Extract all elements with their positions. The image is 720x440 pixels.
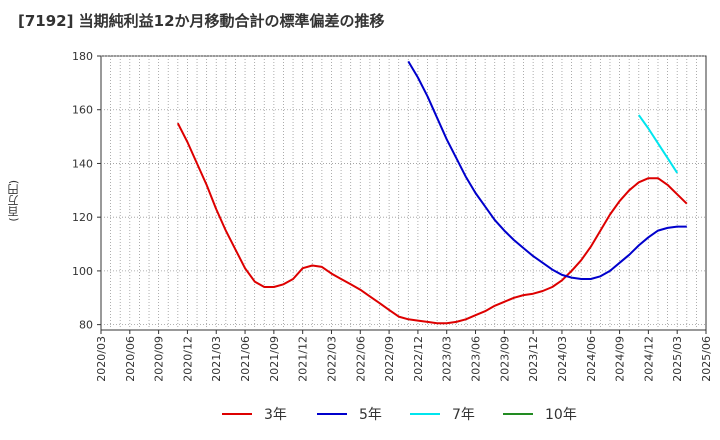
y-tick-label: 180 [72, 50, 93, 63]
legend-label: 7年 [452, 407, 475, 423]
x-tick-label: 2025/06 [700, 336, 713, 382]
series-line-3 [637, 114, 679, 174]
x-tick-label: 2023/09 [498, 336, 511, 382]
x-tick-label: 2021/09 [268, 336, 281, 382]
x-tick-label: 2022/12 [412, 336, 425, 382]
x-tick-label: 2020/12 [181, 336, 194, 382]
x-tick-label: 2021/03 [210, 336, 223, 382]
legend-label: 5年 [359, 407, 382, 423]
y-tick-label: 80 [79, 319, 93, 332]
x-tick-label: 2024/03 [556, 336, 569, 382]
x-tick-label: 2024/06 [585, 336, 598, 382]
x-tick-label: 2022/06 [354, 336, 367, 382]
x-tick-label: 2022/09 [383, 336, 396, 382]
x-tick-label: 2024/09 [614, 336, 627, 382]
x-tick-label: 2023/12 [527, 336, 540, 382]
plot-area [100, 55, 707, 331]
series-line-2 [407, 60, 687, 280]
series-line-1 [176, 122, 688, 325]
chart-title: [7192] 当期純利益12か月移動合計の標準偏差の推移 [18, 12, 385, 30]
y-tick-label: 100 [72, 265, 93, 278]
x-tick-label: 2024/12 [642, 336, 655, 382]
y-tick-label: 160 [72, 104, 93, 117]
x-tick-label: 2020/06 [124, 336, 137, 382]
x-tick-label: 2021/06 [239, 336, 252, 382]
x-tick-label: 2025/03 [671, 336, 684, 382]
x-tick-label: 2023/06 [470, 336, 483, 382]
x-tick-label: 2022/03 [325, 336, 338, 382]
x-tick-label: 2020/03 [95, 336, 108, 382]
y-tick-label: 120 [72, 211, 93, 224]
x-tick-label: 2023/03 [441, 336, 454, 382]
x-tick-label: 2020/09 [153, 336, 166, 382]
legend-label: 3年 [264, 407, 287, 423]
x-tick-label: 2021/12 [297, 336, 310, 382]
y-tick-label: 140 [72, 157, 93, 170]
legend-label: 10年 [545, 407, 577, 423]
